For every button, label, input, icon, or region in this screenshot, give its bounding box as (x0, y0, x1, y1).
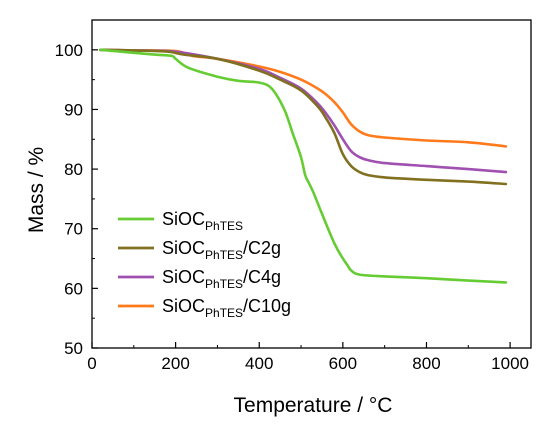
series-line-2 (99, 48, 508, 186)
y-tick-label: 70 (64, 220, 83, 239)
plot-border (91, 19, 532, 349)
series-line-1 (99, 48, 508, 284)
y-tick-label: 100 (55, 41, 83, 60)
y-axis-ticks: 50 60 70 80 90 100 (55, 41, 98, 358)
legend-entry: SiOCPhTES/C4g (162, 267, 281, 291)
x-tick-label: 600 (329, 354, 357, 373)
y-tick-label: 80 (64, 160, 83, 179)
legend: SiOCPhTES SiOCPhTES/C2g SiOCPhTES/C4g SiOCP… (118, 209, 291, 320)
x-tick-label: 1000 (491, 354, 529, 373)
x-tick-label: 400 (245, 354, 273, 373)
x-axis-ticks: 0 200 400 600 800 1000 (87, 342, 529, 373)
legend-entry: SiOCPhTES/C10g (162, 296, 291, 320)
y-axis-label: Mass / % (25, 147, 48, 233)
series-line-3 (99, 48, 508, 174)
legend-entry: SiOCPhTES (162, 209, 243, 233)
series-line-4 (99, 48, 508, 148)
y-tick-label: 60 (64, 279, 83, 298)
y-tick-label: 50 (64, 339, 83, 358)
y-tick-label: 90 (64, 100, 83, 119)
x-axis-label: Temperature / °C (234, 394, 393, 417)
plot-frame (91, 19, 532, 349)
x-tick-label: 0 (87, 354, 96, 373)
x-tick-label: 800 (412, 354, 440, 373)
x-tick-label: 200 (161, 354, 189, 373)
series-layer (99, 48, 508, 284)
legend-entry: SiOCPhTES/C2g (162, 238, 281, 262)
